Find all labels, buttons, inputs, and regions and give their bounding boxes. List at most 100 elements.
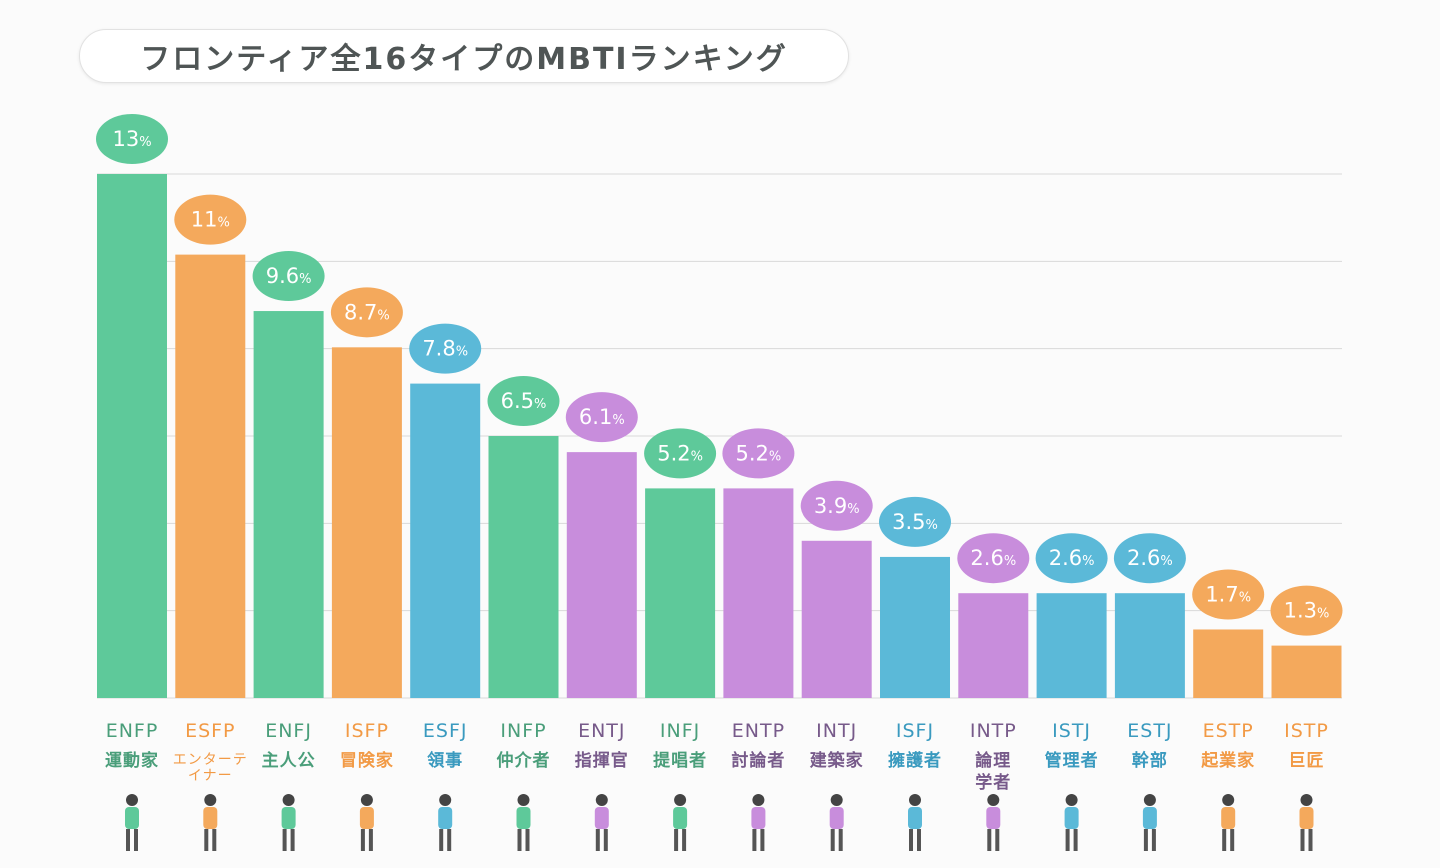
- type-name: 管理者: [1044, 751, 1099, 771]
- person-icon: [995, 829, 1000, 851]
- bar-istj: [1036, 593, 1107, 698]
- value-bubble: [174, 194, 247, 245]
- person-icon: [126, 794, 138, 806]
- tick-label: ESFP: [185, 720, 236, 742]
- person-icon: [830, 794, 843, 806]
- person-icon: [516, 807, 531, 829]
- person-icon: [125, 807, 139, 829]
- person-icon: [1299, 807, 1314, 829]
- bar-infp: [488, 436, 559, 698]
- value-bubble: [1113, 533, 1186, 584]
- person-icon: [1222, 829, 1227, 851]
- value-bubble: [879, 496, 951, 547]
- bar-estp: [1193, 629, 1264, 698]
- value-bubble: [722, 428, 795, 479]
- person-icon: [517, 829, 522, 851]
- bar-esfp: [175, 254, 246, 698]
- type-name: 幹部: [1131, 751, 1168, 771]
- data-label: 1.3%: [1284, 599, 1330, 623]
- tick-label: ESTJ: [1127, 720, 1173, 742]
- data-label: 5.2%: [736, 441, 782, 465]
- value-bubble: [644, 428, 717, 479]
- person-icon: [1065, 794, 1078, 806]
- type-name: 討論者: [731, 751, 786, 771]
- value-bubble: [252, 251, 325, 302]
- bar-intp: [958, 593, 1029, 698]
- person-icon: [447, 829, 452, 851]
- data-label: 2.6%: [970, 546, 1016, 570]
- person-icon: [838, 829, 843, 851]
- type-name: 仲介者: [496, 751, 551, 771]
- value-bubble: [1035, 533, 1108, 584]
- person-icon: [281, 807, 296, 829]
- person-icon: [603, 829, 608, 851]
- tick-label: ENFP: [105, 720, 159, 742]
- person-icon: [595, 794, 608, 806]
- value-bubble: [957, 533, 1030, 584]
- data-label: 7.8%: [422, 337, 468, 361]
- person-icon: [360, 794, 373, 806]
- type-name: 冒険家: [339, 751, 394, 771]
- person-icon: [1073, 829, 1078, 851]
- type-name: 論理学者: [975, 751, 1012, 793]
- tick-label: ENTJ: [578, 720, 626, 742]
- person-icon: [360, 829, 365, 851]
- type-name: 擁護者: [888, 751, 942, 771]
- person-icon: [134, 829, 138, 851]
- person-icon: [751, 807, 766, 829]
- person-icon: [203, 807, 218, 829]
- type-name: 提唱者: [653, 751, 708, 771]
- data-label: 3.5%: [892, 510, 938, 534]
- person-icon: [674, 829, 679, 851]
- tick-label: INTJ: [816, 720, 858, 742]
- person-icon: [212, 829, 217, 851]
- person-icon: [987, 794, 1000, 806]
- value-bubble: [800, 480, 873, 531]
- person-icon: [752, 794, 765, 806]
- type-name: 運動家: [105, 751, 159, 771]
- person-icon: [1064, 807, 1079, 829]
- data-label: 9.6%: [266, 264, 312, 288]
- person-icon: [908, 807, 922, 829]
- person-icon: [439, 829, 444, 851]
- person-icon: [1308, 829, 1313, 851]
- person-icon: [1142, 807, 1157, 829]
- value-bubble: [1270, 585, 1343, 636]
- value-bubble: [409, 323, 482, 374]
- value-bubble: [330, 287, 403, 338]
- type-name: 建築家: [809, 751, 864, 771]
- bar-isfj: [880, 556, 950, 698]
- person-icon: [525, 829, 530, 851]
- data-label: 3.9%: [814, 494, 860, 518]
- type-name: 起業家: [1201, 751, 1256, 771]
- bar-infj: [645, 488, 716, 698]
- person-icon: [517, 794, 530, 806]
- chart-title: フロンティア全16タイプのMBTIランキング: [79, 29, 849, 83]
- type-name: 指揮官: [574, 751, 629, 771]
- person-icon: [752, 829, 757, 851]
- value-bubble: [1192, 569, 1265, 620]
- bar-enfj: [253, 311, 324, 698]
- person-icon: [359, 807, 374, 829]
- data-label: 8.7%: [344, 300, 390, 324]
- person-icon: [1151, 829, 1156, 851]
- person-icon: [760, 829, 765, 851]
- person-icon: [917, 829, 921, 851]
- person-icon: [439, 794, 452, 806]
- person-icon: [830, 829, 835, 851]
- data-label: 6.1%: [579, 405, 625, 429]
- bar-isfp: [331, 347, 402, 698]
- data-label: 13%: [112, 127, 151, 151]
- person-icon: [595, 829, 600, 851]
- person-icon: [1300, 794, 1313, 806]
- person-icon: [438, 807, 453, 829]
- bar-intj: [801, 540, 872, 698]
- tick-label: ESFJ: [422, 720, 468, 742]
- bar-estj: [1114, 593, 1185, 698]
- data-label: 1.7%: [1205, 582, 1251, 606]
- person-icon: [1230, 829, 1235, 851]
- tick-label: ESTP: [1202, 720, 1254, 742]
- type-name: 主人公: [261, 751, 316, 771]
- person-icon: [986, 807, 1001, 829]
